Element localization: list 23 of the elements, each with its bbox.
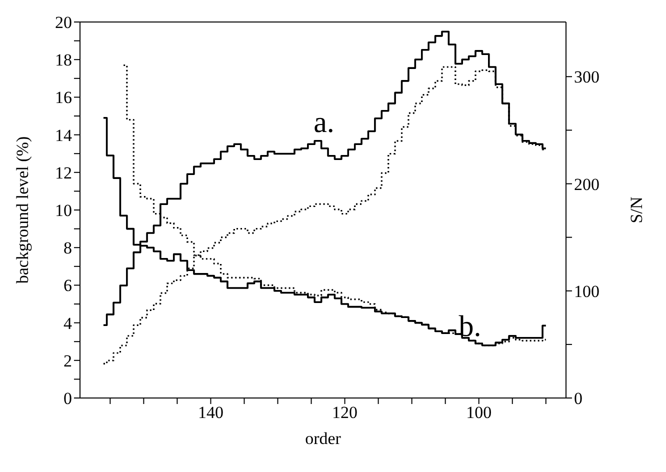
y-tick-label: 12 — [55, 163, 72, 182]
annotation: a. — [314, 106, 334, 139]
y-tick-label: 2 — [64, 351, 72, 370]
y-tick-label: 6 — [64, 276, 72, 296]
annotation: b. — [458, 310, 482, 343]
x-tick-label: 120 — [332, 403, 358, 422]
y2-tick-label: 100 — [574, 282, 600, 301]
y-tick-label: 20 — [55, 13, 72, 32]
y2-tick-label: 200 — [574, 174, 600, 194]
y-axis-title: background level (%) — [13, 136, 32, 284]
y-tick-label: 0 — [64, 389, 72, 408]
x-axis-title: order — [305, 429, 342, 448]
y-tick-label: 10 — [55, 201, 72, 220]
x-tick-label: 100 — [466, 403, 492, 422]
y-tick-label: 8 — [64, 238, 72, 258]
y2-tick-label: 300 — [574, 68, 600, 87]
y-tick-label: 14 — [55, 126, 72, 145]
y2-tick-label: 0 — [574, 389, 582, 408]
y-tick-label: 4 — [64, 314, 72, 333]
y2-axis-title: S/N — [627, 196, 646, 224]
y-tick-label: 18 — [55, 50, 72, 70]
x-tick-label: 140 — [198, 403, 224, 422]
y-tick-label: 16 — [55, 88, 72, 108]
